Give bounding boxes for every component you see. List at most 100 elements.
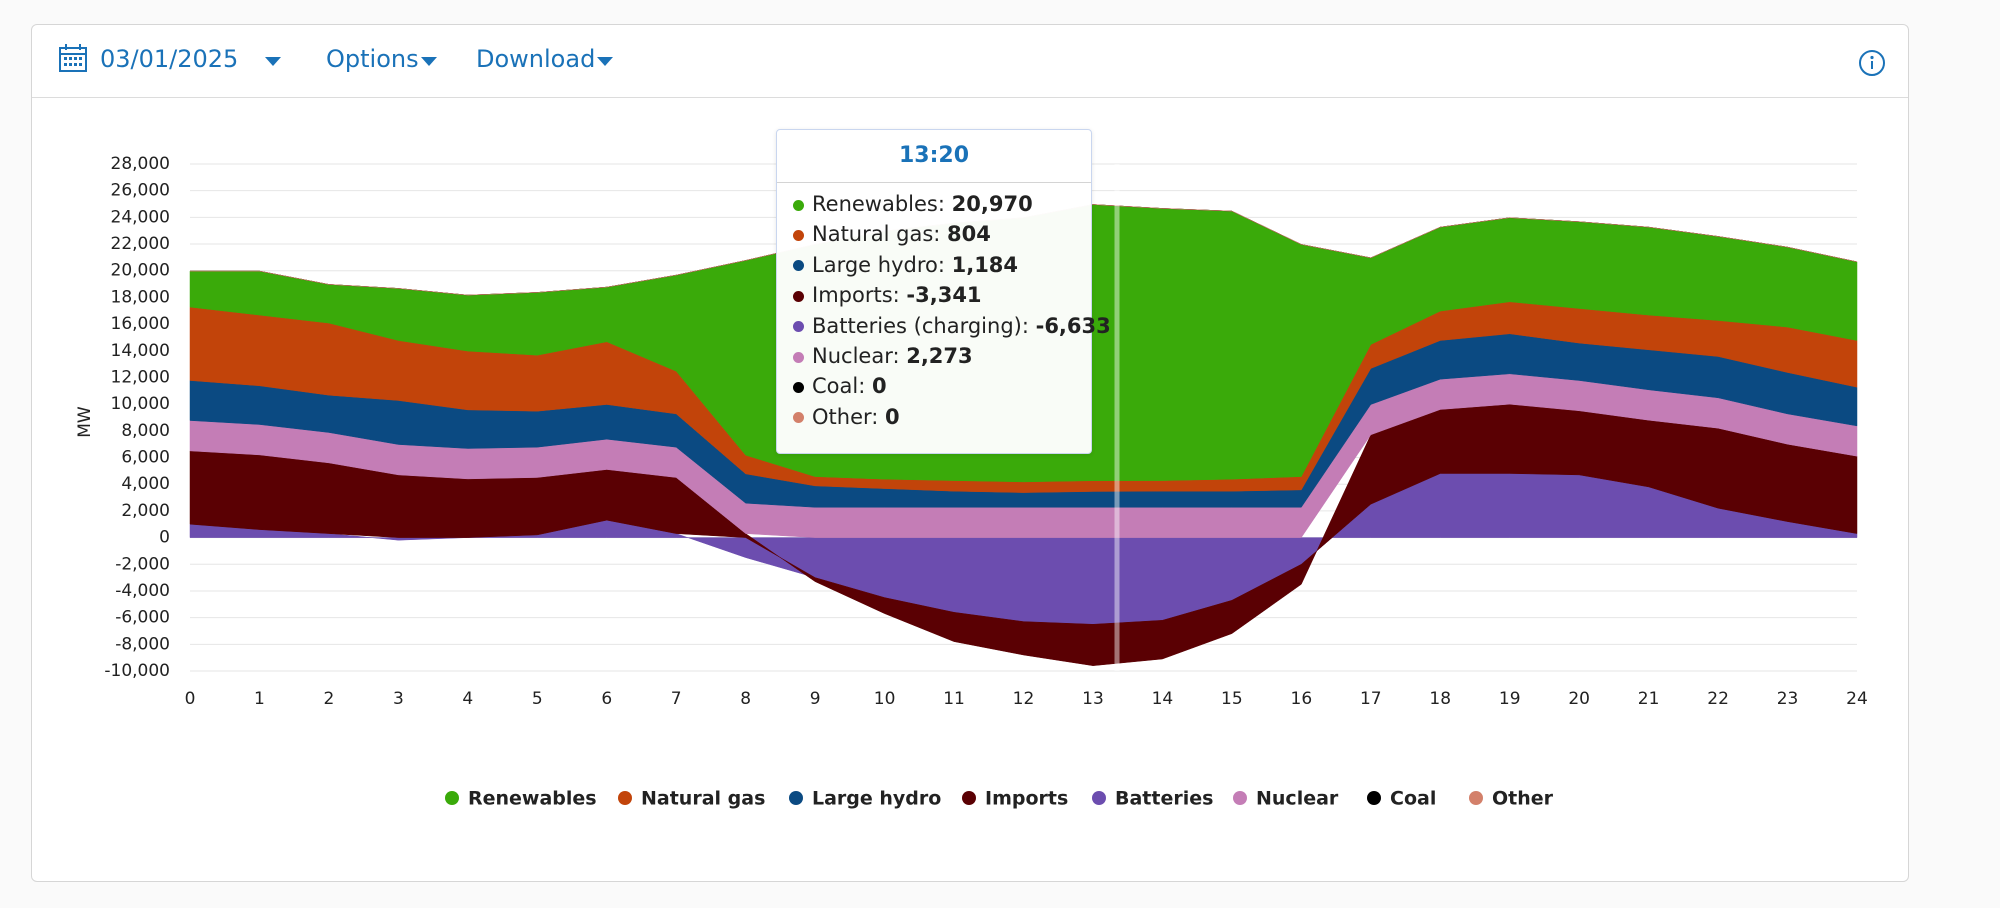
caret <box>597 57 613 66</box>
legend-label: Batteries <box>1115 788 1213 810</box>
tooltip-marker <box>793 260 804 272</box>
y-tick-label: 26,000 <box>111 181 170 201</box>
y-tick-label: -4,000 <box>115 581 170 601</box>
options-menu[interactable]: Options <box>326 45 419 73</box>
tooltip-marker <box>793 412 804 424</box>
tooltip-label: Batteries (charging): <box>812 313 1029 338</box>
legend-label: Renewables <box>468 788 597 810</box>
tooltip-label: Large hydro: <box>812 252 945 277</box>
tooltip-marker <box>793 351 804 363</box>
x-tick-label: 12 <box>1013 689 1035 709</box>
tooltip-value: 0 <box>885 404 900 429</box>
x-tick-label: 20 <box>1568 689 1590 709</box>
y-tick-label: 28,000 <box>111 154 170 174</box>
caret <box>421 57 437 66</box>
x-tick-label: 5 <box>532 689 543 709</box>
tooltip-value: 2,273 <box>906 344 973 368</box>
y-tick-label: 0 <box>159 528 170 548</box>
x-tick-label: 7 <box>671 689 682 709</box>
y-tick-label: 12,000 <box>111 367 170 387</box>
y-tick-label: 20,000 <box>111 261 170 281</box>
y-tick-label: -2,000 <box>115 554 170 574</box>
legend-label: Large hydro <box>812 788 941 810</box>
x-tick-label: 0 <box>185 689 196 709</box>
legend-label: Nuclear <box>1256 788 1339 810</box>
y-tick-label: 22,000 <box>111 234 170 254</box>
x-tick-label: 11 <box>943 689 965 709</box>
area-series <box>190 204 1858 296</box>
x-tick-label: 3 <box>393 689 404 709</box>
y-tick-label: 16,000 <box>111 314 170 334</box>
y-tick-label: 4,000 <box>121 474 170 494</box>
x-tick-label: 24 <box>1846 689 1868 709</box>
tooltip-value: 20,970 <box>951 192 1033 216</box>
y-tick-label: 8,000 <box>121 421 170 441</box>
tooltip-value: -6,633 <box>1035 313 1111 338</box>
tooltip-label: Coal: <box>812 374 866 399</box>
legend-label: Natural gas <box>641 788 765 810</box>
date-picker[interactable]: 03/01/2025 <box>100 45 239 73</box>
tooltip-row: Renewables: 20,970 <box>793 192 1033 216</box>
chart-card: -10,000 -8,000 -6,000 -4,000 -2,000 0 2,000 4,0… <box>31 24 1909 882</box>
tooltip-label: Renewables: <box>812 192 945 216</box>
tooltip-value: -3,341 <box>906 283 982 308</box>
x-tick-label: 18 <box>1429 689 1451 709</box>
legend-label: Imports <box>985 788 1068 810</box>
legend-marker <box>962 791 976 805</box>
tooltip-row: Imports: -3,341 <box>793 283 982 307</box>
tooltip-value: 0 <box>871 374 887 399</box>
tooltip-marker <box>793 321 804 333</box>
legend-marker <box>445 791 459 805</box>
y-tick-label: -8,000 <box>115 634 170 654</box>
y-tick-label: -10,000 <box>104 661 170 681</box>
x-tick-label: 6 <box>601 689 612 709</box>
tooltip-marker <box>793 290 804 302</box>
info-icon[interactable] <box>1858 49 1886 77</box>
tooltip: 13:20 Renewables: 20,970 Natural gas: 804… <box>776 129 1111 454</box>
legend-marker <box>1367 791 1381 805</box>
x-tick-label: 4 <box>462 689 473 709</box>
tooltip-row: Batteries (charging): -6,633 <box>793 314 1111 338</box>
x-tick-label: 23 <box>1777 689 1799 709</box>
y-tick-label: 14,000 <box>111 341 170 361</box>
tooltip-label: Other: <box>812 404 879 429</box>
tooltip-marker <box>793 229 804 241</box>
legend-marker <box>1092 791 1106 805</box>
tooltip-title: 13:20 <box>777 130 1091 183</box>
x-tick-label: 10 <box>874 689 896 709</box>
y-axis-label: MW <box>75 406 95 438</box>
tooltip-row: Natural gas: 804 <box>793 222 991 246</box>
x-tick-label: 8 <box>740 689 751 709</box>
y-tick-label: -6,000 <box>115 608 170 628</box>
tooltip-value: 1,184 <box>951 252 1019 277</box>
tooltip-row: Coal: 0 <box>793 374 887 398</box>
tooltip-marker <box>793 199 804 211</box>
calendar-icon[interactable] <box>58 43 88 73</box>
x-tick-label: 1 <box>254 689 265 709</box>
legend-marker <box>789 791 803 805</box>
tooltip-row: Large hydro: 1,184 <box>793 253 1018 277</box>
download-menu[interactable]: Download <box>476 45 596 73</box>
tooltip-value: 804 <box>947 222 991 247</box>
y-tick-label: 6,000 <box>121 448 170 468</box>
legend-marker <box>1469 791 1483 805</box>
tooltip-marker <box>793 381 804 393</box>
legend-marker <box>618 791 632 805</box>
y-tick-label: 24,000 <box>111 207 170 227</box>
x-tick-label: 16 <box>1291 689 1313 709</box>
legend-marker <box>1233 791 1247 805</box>
x-tick-label: 14 <box>1152 689 1174 709</box>
x-tick-label: 13 <box>1082 689 1104 709</box>
y-tick-label: 10,000 <box>111 394 170 414</box>
x-tick-label: 9 <box>810 689 821 709</box>
y-tick-label: 18,000 <box>111 287 170 307</box>
x-tick-label: 17 <box>1360 689 1382 709</box>
x-tick-label: 15 <box>1221 689 1243 709</box>
tooltip-label: Nuclear: <box>812 344 900 368</box>
caret <box>265 57 281 66</box>
legend-label: Other <box>1492 788 1554 810</box>
toolbar: 03/01/2025 Options Download <box>32 25 1908 98</box>
y-tick-label: 2,000 <box>121 501 170 521</box>
tooltip-row: Nuclear: 2,273 <box>793 344 973 368</box>
